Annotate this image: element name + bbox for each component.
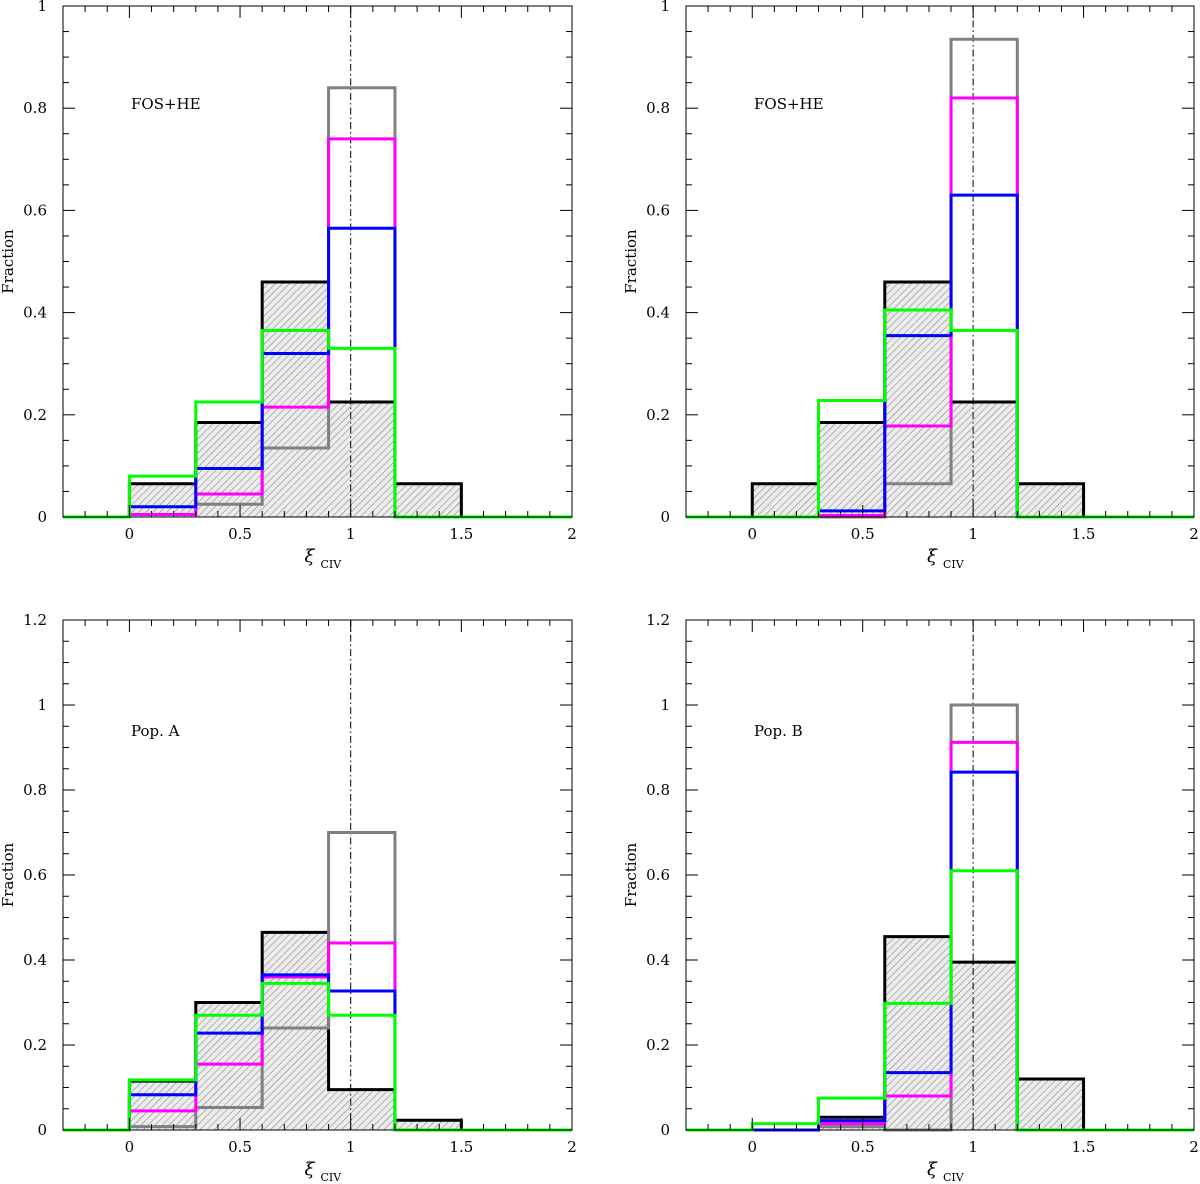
y-tick-label: 0.4 (646, 951, 670, 969)
y-tick-label: 1 (37, 696, 47, 714)
x-tick-label: 1 (346, 1138, 356, 1156)
x-tick-label: 1.5 (449, 1138, 473, 1156)
hatched-bar (752, 483, 819, 517)
y-tick-label: 0.6 (23, 866, 47, 884)
y-axis-label: Fraction (622, 229, 640, 294)
series-black (63, 280, 572, 519)
x-tick-label: 0 (125, 1138, 135, 1156)
x-axis-label: ξ (305, 1159, 316, 1180)
y-axis-label: Fraction (0, 229, 17, 294)
x-tick-label: 0 (747, 1138, 757, 1156)
y-tick-label: 0.6 (646, 201, 670, 219)
y-tick-label: 0.8 (646, 99, 670, 117)
x-axis-label: ξ (927, 546, 938, 567)
y-axis-label: Fraction (622, 842, 640, 907)
hatched-bar (394, 1120, 462, 1130)
x-tick-label: 0 (747, 525, 757, 543)
x-axis-label-subscript: CIV (943, 558, 965, 571)
x-tick-label: 1 (968, 525, 978, 543)
panel-top-right: 0 0.5 1 1.5 2 0 0.2 0.4 0.6 0.8 1 ξ CIV Fraction FOS+H… (622, 0, 1199, 571)
y-axis-label: Fraction (0, 842, 17, 907)
y-tick-label: 0.2 (646, 1036, 670, 1054)
y-tick-label: 0.4 (23, 304, 47, 322)
y-tick-label: 0.6 (23, 201, 47, 219)
x-axis-label-subscript: CIV (321, 558, 343, 571)
hatched-bar (129, 483, 196, 517)
y-tick-label: 0.6 (646, 866, 670, 884)
y-tick-label: 0 (37, 508, 47, 526)
x-tick-label: 0 (125, 525, 135, 543)
y-tick-label: 0.8 (646, 781, 670, 799)
x-tick-label: 0.5 (851, 1138, 875, 1156)
hatched-bar (951, 962, 1018, 1130)
hatched-bar (1017, 1079, 1084, 1130)
x-tick-label: 1 (968, 1138, 978, 1156)
y-tick-label: 0.8 (23, 99, 47, 117)
hatched-bar (262, 932, 329, 1130)
panel-bottom-right: 0 0.5 1 1.5 2 0 0.2 0.4 0.6 0.8 1 1.2 ξ CIV Fraction Po… (622, 611, 1199, 1184)
x-tick-label: 0.5 (228, 525, 252, 543)
y-tick-label: 1.2 (23, 611, 47, 629)
y-tick-label: 0.4 (23, 951, 47, 969)
hatched-bar (1017, 483, 1084, 517)
panel-label: Pop. B (754, 722, 803, 740)
panel-label: FOS+HE (131, 95, 201, 113)
y-tick-label: 0.4 (646, 304, 670, 322)
y-tick-label: 1 (37, 0, 47, 15)
x-tick-label: 2 (567, 525, 577, 543)
x-tick-label: 2 (1189, 525, 1199, 543)
x-tick-label: 1.5 (1072, 525, 1096, 543)
hatched-bar (884, 281, 952, 517)
panel-label: FOS+HE (754, 95, 824, 113)
y-tick-label: 0 (660, 1121, 670, 1139)
y-tick-label: 0.2 (23, 1036, 47, 1054)
hatched-bar (818, 422, 885, 517)
y-tick-label: 0.8 (23, 781, 47, 799)
y-tick-label: 1 (660, 696, 670, 714)
y-tick-label: 1.2 (646, 611, 670, 629)
x-axis-label: ξ (305, 546, 316, 567)
hatched-bar (195, 1002, 263, 1130)
panel-top-left: 0 0.5 1 1.5 2 0 0.2 0.4 0.6 0.8 1 ξ CIV Fraction FOS+H… (0, 0, 577, 571)
x-tick-label: 0.5 (228, 1138, 252, 1156)
y-tick-label: 0 (660, 508, 670, 526)
x-tick-label: 1.5 (1072, 1138, 1096, 1156)
x-tick-label: 0.5 (851, 525, 875, 543)
hatched-bar (394, 483, 462, 517)
hatched-bar (951, 402, 1018, 517)
hatched-bar (328, 402, 395, 517)
x-tick-label: 2 (1189, 1138, 1199, 1156)
x-axis-label: ξ (927, 1159, 938, 1180)
hatched-bar (262, 281, 329, 517)
panel-label: Pop. A (131, 722, 180, 740)
x-tick-label: 1 (346, 525, 356, 543)
y-tick-label: 0.2 (23, 406, 47, 424)
y-tick-label: 1 (660, 0, 670, 15)
x-axis-label-subscript: CIV (321, 1171, 343, 1184)
x-axis-label-subscript: CIV (943, 1171, 965, 1184)
y-tick-label: 0.2 (646, 406, 670, 424)
hatched-bar (129, 1081, 196, 1130)
series-black (686, 280, 1194, 519)
y-tick-label: 0 (37, 1121, 47, 1139)
hatched-bar (328, 1089, 395, 1130)
hatched-bar (884, 936, 952, 1130)
x-tick-label: 1.5 (449, 525, 473, 543)
x-tick-label: 2 (567, 1138, 577, 1156)
panel-bottom-left: 0 0.5 1 1.5 2 0 0.2 0.4 0.6 0.8 1 1.2 ξ CIV Fraction Po… (0, 611, 577, 1184)
